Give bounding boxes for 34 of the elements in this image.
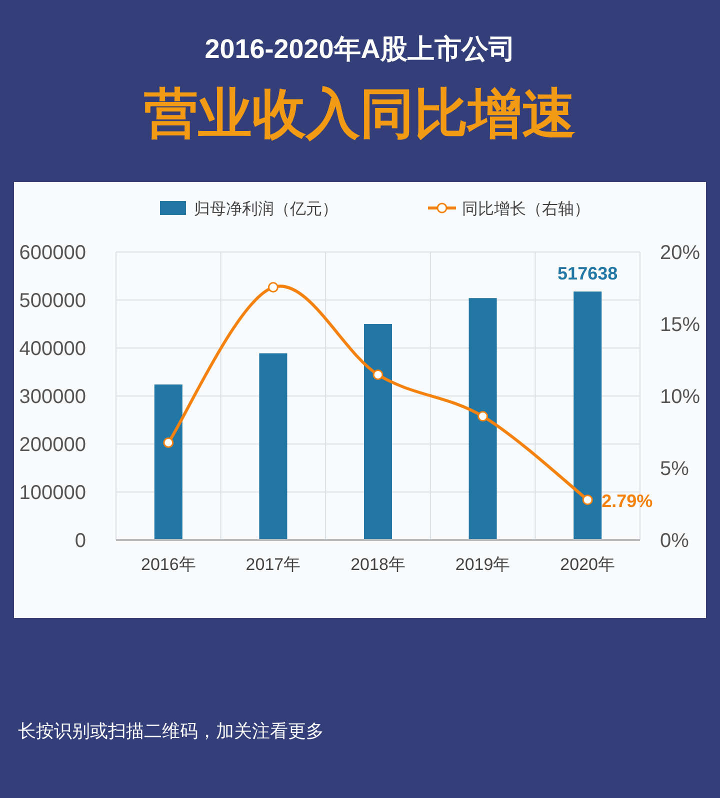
y2-tick-label: 20%: [660, 242, 700, 264]
y2-tick-label: 15%: [660, 314, 700, 336]
legend-label: 同比增长（右轴）: [462, 200, 590, 218]
point: [268, 282, 278, 293]
data-label: 517638: [558, 264, 618, 284]
x-tick-label: 2016年: [140, 555, 196, 574]
chart-subtitle: 营业收入同比增速: [144, 84, 576, 144]
point: [372, 369, 384, 380]
bar: [364, 324, 392, 540]
bar: [154, 384, 182, 540]
y-tick-label: 300000: [19, 386, 86, 408]
data-label: 2.79%: [602, 490, 653, 511]
bar: [468, 298, 497, 540]
y2-tick-label: 0%: [660, 530, 690, 552]
y-tick-label: 100000: [19, 482, 86, 504]
x-tick-label: 2018年: [350, 555, 406, 574]
y2-tick-label: 10%: [660, 386, 700, 408]
x-tick-label: 2019年: [455, 555, 510, 574]
bar: [259, 353, 288, 540]
x-tick-label: 2017年: [246, 555, 301, 574]
bar: [574, 292, 602, 540]
point: [582, 494, 593, 506]
y2-tick-label: 5%: [660, 458, 690, 480]
point: [478, 411, 488, 422]
y-tick-label: 500000: [19, 290, 86, 312]
y-tick-label: 0: [74, 530, 86, 552]
y-tick-label: 400000: [19, 338, 86, 360]
x-tick-label: 2020年: [560, 555, 616, 574]
y-tick-label: 200000: [19, 434, 86, 456]
point: [163, 437, 174, 448]
y-tick-label: 600000: [19, 242, 86, 264]
text: 长按识别或扫描二维码，加关注看更多: [18, 721, 324, 741]
legend-label: 归母净利润（亿元）: [194, 200, 338, 218]
chart-title: 2016-2020年A股上市公司: [204, 34, 516, 64]
